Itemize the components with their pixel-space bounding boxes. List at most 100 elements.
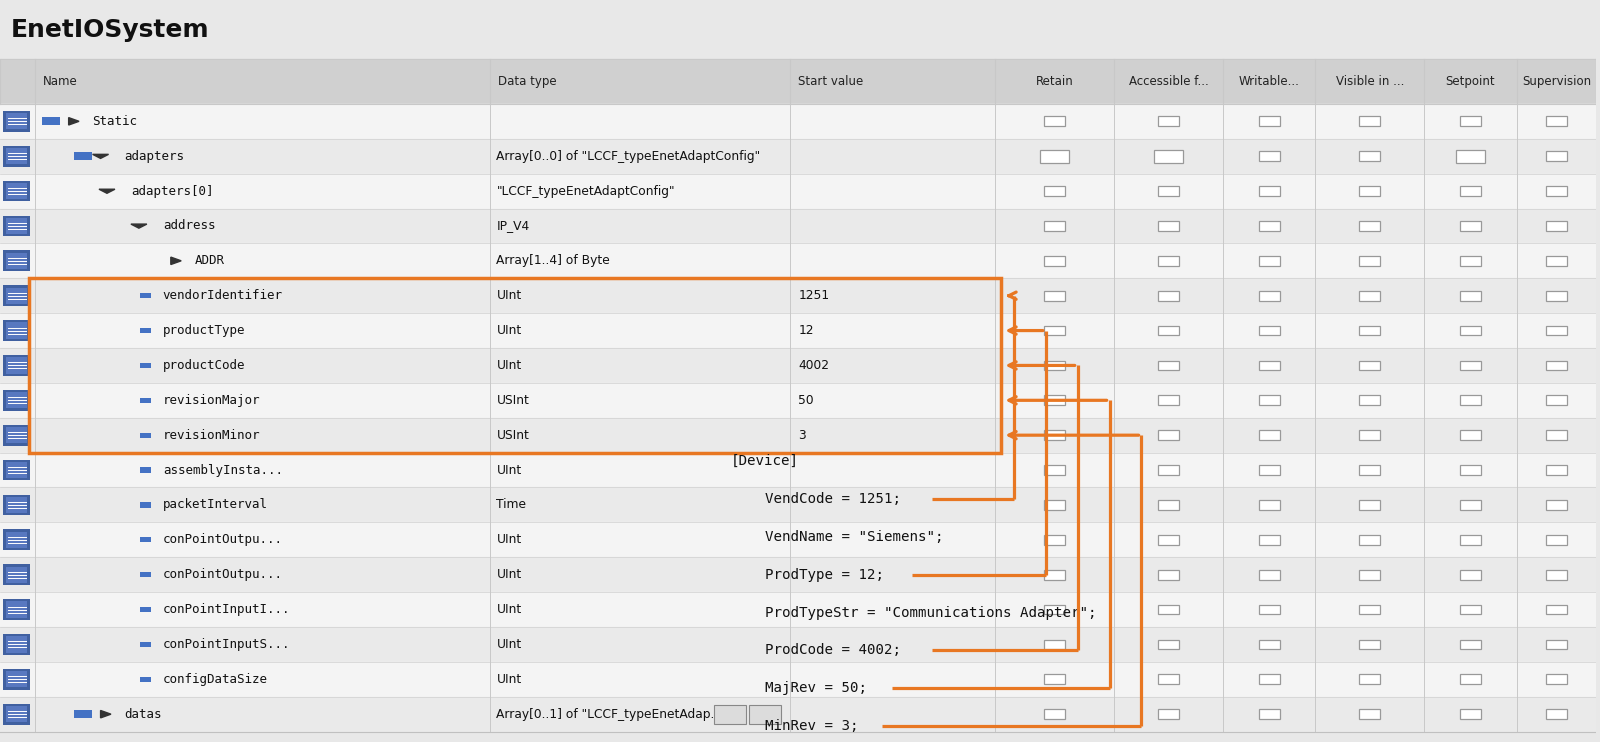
Bar <box>1045 535 1066 545</box>
Bar <box>0 627 1597 662</box>
Text: [Device]: [Device] <box>731 454 798 468</box>
Bar <box>1259 500 1280 510</box>
Bar <box>6 218 27 234</box>
Bar <box>1459 395 1480 405</box>
Bar <box>1546 395 1566 405</box>
Text: Static: Static <box>93 115 138 128</box>
Bar <box>6 706 27 723</box>
Text: EnetIOSystem: EnetIOSystem <box>11 19 210 42</box>
Bar <box>74 710 91 718</box>
Bar <box>1459 256 1480 266</box>
Bar <box>1360 640 1381 649</box>
Bar <box>3 495 30 516</box>
Text: Supervision: Supervision <box>1522 75 1590 88</box>
Bar <box>1459 709 1480 719</box>
Text: Setpoint: Setpoint <box>1445 75 1494 88</box>
Bar <box>1158 361 1179 370</box>
Bar <box>139 677 150 682</box>
Bar <box>1459 465 1480 475</box>
Bar <box>1360 361 1381 370</box>
Bar <box>1259 430 1280 440</box>
Bar <box>6 427 27 444</box>
Bar <box>1546 674 1566 684</box>
Bar <box>1158 535 1179 545</box>
Bar <box>0 278 1597 313</box>
Bar <box>6 567 27 583</box>
Bar <box>0 139 1597 174</box>
Text: ADDR: ADDR <box>195 255 224 267</box>
Text: conPointOutpu...: conPointOutpu... <box>163 568 283 581</box>
Polygon shape <box>131 224 147 229</box>
Bar <box>1045 221 1066 231</box>
Bar <box>1360 570 1381 580</box>
Bar <box>1259 709 1280 719</box>
Bar <box>1045 361 1066 370</box>
Bar <box>1360 151 1381 161</box>
Bar <box>3 669 30 690</box>
Polygon shape <box>101 711 110 718</box>
Text: UInt: UInt <box>496 673 522 686</box>
Bar <box>1259 535 1280 545</box>
Bar <box>1158 291 1179 301</box>
Bar <box>1546 570 1566 580</box>
Bar <box>6 288 27 304</box>
Bar <box>1360 291 1381 301</box>
Bar <box>1459 291 1480 301</box>
Bar <box>1158 709 1179 719</box>
Bar <box>139 293 150 298</box>
Bar <box>1158 640 1179 649</box>
Bar <box>1045 570 1066 580</box>
Bar <box>1360 709 1381 719</box>
Bar <box>0 557 1597 592</box>
Bar <box>1045 395 1066 405</box>
Bar <box>6 253 27 269</box>
Text: 1251: 1251 <box>798 289 829 302</box>
Bar <box>139 572 150 577</box>
Bar <box>1259 291 1280 301</box>
Text: adapters: adapters <box>125 150 184 162</box>
Bar <box>139 502 150 508</box>
Bar <box>1045 186 1066 196</box>
Bar <box>6 358 27 374</box>
Text: UInt: UInt <box>496 289 522 302</box>
Bar <box>1259 256 1280 266</box>
Text: conPointOutpu...: conPointOutpu... <box>163 533 283 546</box>
Bar <box>29 278 1002 453</box>
Polygon shape <box>171 257 181 265</box>
Text: Writable...: Writable... <box>1238 75 1299 88</box>
Bar <box>3 704 30 724</box>
Text: ProdTypeStr = "Communications Adapter";: ProdTypeStr = "Communications Adapter"; <box>731 605 1096 620</box>
Bar <box>0 209 1597 243</box>
Bar <box>1259 221 1280 231</box>
Bar <box>1154 150 1182 163</box>
Bar <box>1158 605 1179 614</box>
Bar <box>1459 640 1480 649</box>
Bar <box>1546 151 1566 161</box>
Bar <box>1360 430 1381 440</box>
Bar <box>1045 709 1066 719</box>
Bar <box>1459 361 1480 370</box>
Bar <box>1360 535 1381 545</box>
Bar <box>6 113 27 129</box>
Bar <box>6 183 27 200</box>
Bar <box>0 418 1597 453</box>
Bar <box>1259 151 1280 161</box>
Bar <box>1158 570 1179 580</box>
Bar <box>3 425 30 446</box>
Bar <box>1546 709 1566 719</box>
Bar <box>0 487 1597 522</box>
Bar <box>1360 500 1381 510</box>
Bar <box>1259 640 1280 649</box>
Bar <box>3 565 30 585</box>
Bar <box>3 530 30 551</box>
Bar <box>1546 500 1566 510</box>
Text: IP_V4: IP_V4 <box>496 220 530 232</box>
Bar <box>1045 326 1066 335</box>
Bar <box>1459 605 1480 614</box>
Bar <box>1360 116 1381 126</box>
Text: conPointInputI...: conPointInputI... <box>163 603 290 616</box>
Bar <box>0 174 1597 209</box>
Text: Name: Name <box>43 75 78 88</box>
Text: 4002: 4002 <box>798 359 829 372</box>
Bar <box>1459 116 1480 126</box>
